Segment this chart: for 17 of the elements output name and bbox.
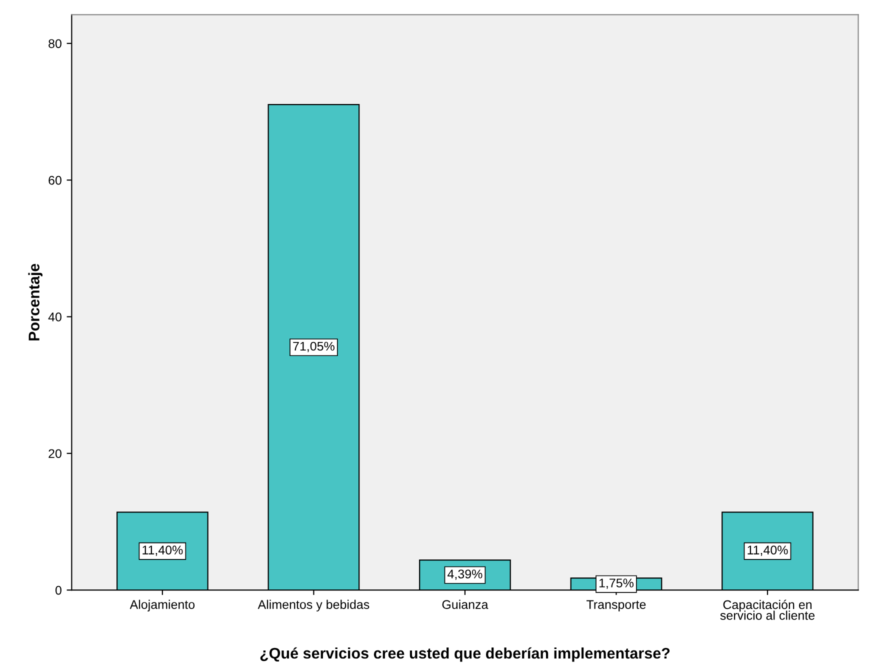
data-label: 1,75% bbox=[599, 578, 634, 589]
x-tick-label: Alojamiento bbox=[130, 600, 195, 612]
x-tick-label: Transporte bbox=[586, 600, 646, 612]
data-label: 11,40% bbox=[748, 546, 788, 556]
x-tick-label: Capacitación en servicio al cliente bbox=[720, 600, 815, 620]
y-axis-title: Porcentaje bbox=[28, 264, 42, 340]
data-label: 11,40% bbox=[142, 546, 183, 556]
data-label: 4,39% bbox=[448, 570, 482, 580]
x-tick-label: Alimentos y bebidas bbox=[258, 600, 370, 612]
y-tick-label: 60 bbox=[48, 176, 62, 185]
y-tick-label: 0 bbox=[55, 586, 62, 595]
data-label: 71,05% bbox=[293, 342, 334, 352]
y-tick-label: 80 bbox=[48, 39, 62, 48]
y-tick-label: 40 bbox=[48, 312, 62, 322]
x-tick-label: Guianza bbox=[442, 600, 488, 609]
x-axis-title: ¿Qué servicios cree usted que deberían implementarse? bbox=[260, 647, 670, 662]
y-tick-label: 20 bbox=[48, 449, 62, 458]
